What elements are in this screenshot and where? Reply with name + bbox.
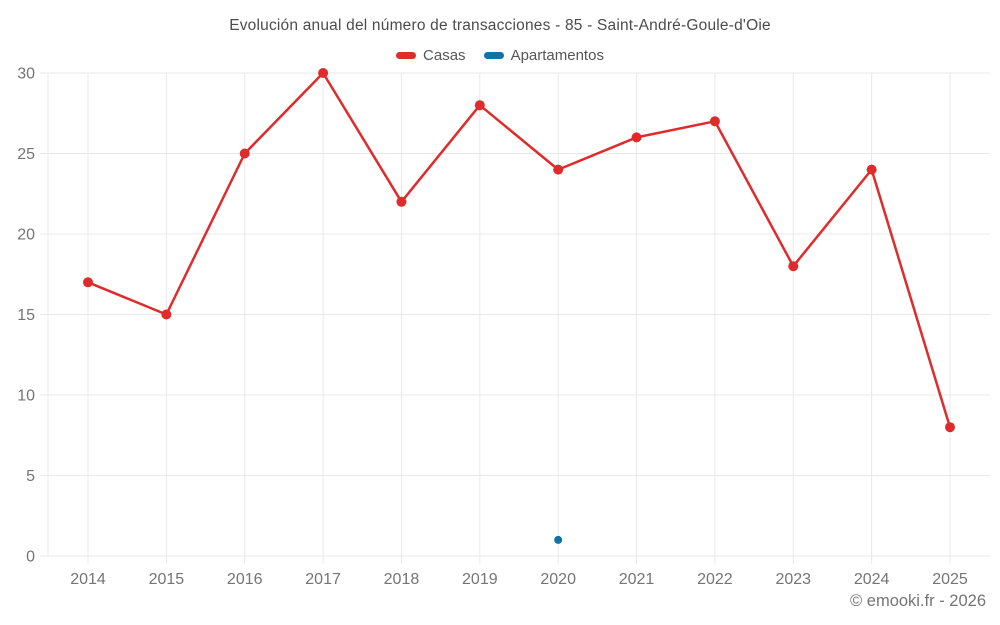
svg-text:2017: 2017 xyxy=(305,571,341,588)
svg-text:30: 30 xyxy=(17,66,35,83)
copyright-credit: © emooki.fr - 2026 xyxy=(850,592,986,610)
legend-label-apartamentos: Apartamentos xyxy=(510,47,604,64)
svg-text:2024: 2024 xyxy=(854,571,890,588)
svg-text:5: 5 xyxy=(26,468,35,485)
svg-text:2016: 2016 xyxy=(227,571,263,588)
svg-text:2022: 2022 xyxy=(697,571,733,588)
svg-text:0: 0 xyxy=(26,549,35,566)
svg-text:2015: 2015 xyxy=(149,571,185,588)
svg-text:20: 20 xyxy=(17,227,35,244)
apartamentos-series-swatch-icon xyxy=(483,52,504,59)
legend-item-apartamentos[interactable]: Apartamentos xyxy=(483,47,604,64)
casas-series-swatch-icon xyxy=(396,52,417,59)
svg-text:2019: 2019 xyxy=(462,571,498,588)
svg-text:2023: 2023 xyxy=(775,571,811,588)
legend-label-casas: Casas xyxy=(423,47,466,64)
svg-text:2018: 2018 xyxy=(384,571,420,588)
svg-text:2020: 2020 xyxy=(540,571,576,588)
svg-text:2025: 2025 xyxy=(932,571,968,588)
legend-item-casas[interactable]: Casas xyxy=(396,47,466,64)
svg-text:15: 15 xyxy=(17,307,35,324)
svg-text:2014: 2014 xyxy=(70,571,106,588)
svg-text:2021: 2021 xyxy=(619,571,655,588)
chart-title: Evolución anual del número de transaccio… xyxy=(229,17,771,34)
svg-text:25: 25 xyxy=(17,146,35,163)
svg-text:10: 10 xyxy=(17,388,35,405)
chart-legend: Casas Apartamentos xyxy=(0,47,1000,64)
